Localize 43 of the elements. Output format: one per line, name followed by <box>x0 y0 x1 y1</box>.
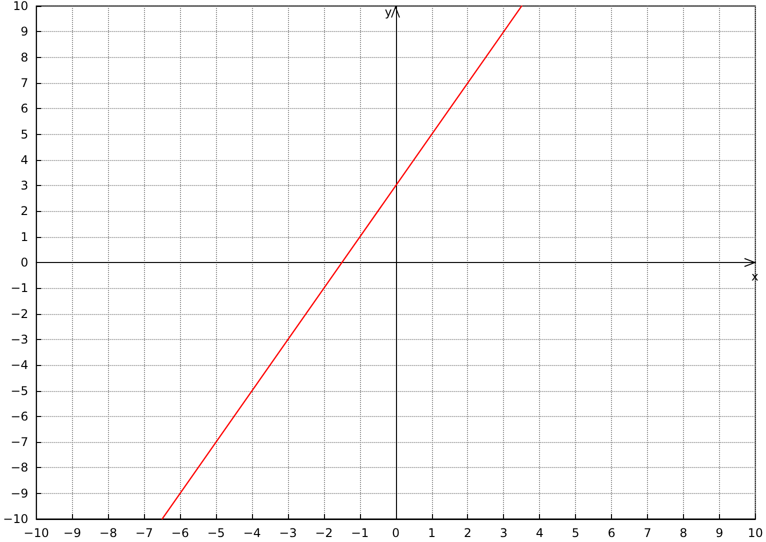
y-tick-label: 7 <box>20 76 28 90</box>
x-tick-label: 3 <box>500 526 508 540</box>
y-axis-title: y <box>384 5 392 19</box>
y-tick-label: 4 <box>20 152 28 167</box>
x-tick-label: −8 <box>99 526 118 540</box>
y-tick-label: −3 <box>10 332 28 346</box>
y-tick-label: 9 <box>20 24 28 39</box>
y-tick-label: 8 <box>20 50 28 64</box>
y-tick-label: 0 <box>20 256 28 270</box>
x-tick-label: −3 <box>279 526 297 540</box>
x-tick-label: −6 <box>171 526 189 540</box>
x-tick-label: −7 <box>135 526 154 540</box>
x-tick-label: 10 <box>748 526 764 540</box>
y-tick-label: −8 <box>10 460 28 475</box>
x-tick-label: −5 <box>207 526 225 540</box>
y-tick-label: 1 <box>20 230 28 244</box>
y-tick-label: −10 <box>2 512 28 526</box>
y-tick-label: 3 <box>20 178 28 193</box>
x-tick-label: 1 <box>428 526 436 540</box>
y-tick-label: −2 <box>10 306 28 321</box>
y-tick-label: −6 <box>10 409 28 424</box>
x-tick-label: 4 <box>536 526 544 540</box>
y-tick-label: 6 <box>20 102 28 116</box>
y-tick-label: 2 <box>20 204 28 218</box>
x-tick-label: 5 <box>572 526 580 540</box>
x-tick-label: −1 <box>351 526 369 540</box>
x-tick-label: 6 <box>608 526 616 540</box>
y-tick-label: 10 <box>13 0 28 13</box>
y-tick-label: −7 <box>10 435 28 450</box>
y-tick-label: 5 <box>20 127 28 142</box>
x-tick-label: −4 <box>243 526 261 540</box>
y-tick-label: −4 <box>10 358 28 372</box>
x-tick-label: 7 <box>644 526 652 540</box>
y-tick-label: −1 <box>10 281 28 296</box>
x-axis-title: x <box>751 270 758 284</box>
x-tick-label: 0 <box>392 526 400 540</box>
x-tick-label: 2 <box>464 526 472 540</box>
x-tick-label: 8 <box>680 526 688 540</box>
x-tick-label: 9 <box>716 526 724 540</box>
x-tick-label: −9 <box>63 526 82 540</box>
x-tick-label: −2 <box>315 526 333 540</box>
y-tick-label: −5 <box>10 384 28 398</box>
y-tick-label: −9 <box>10 486 28 500</box>
